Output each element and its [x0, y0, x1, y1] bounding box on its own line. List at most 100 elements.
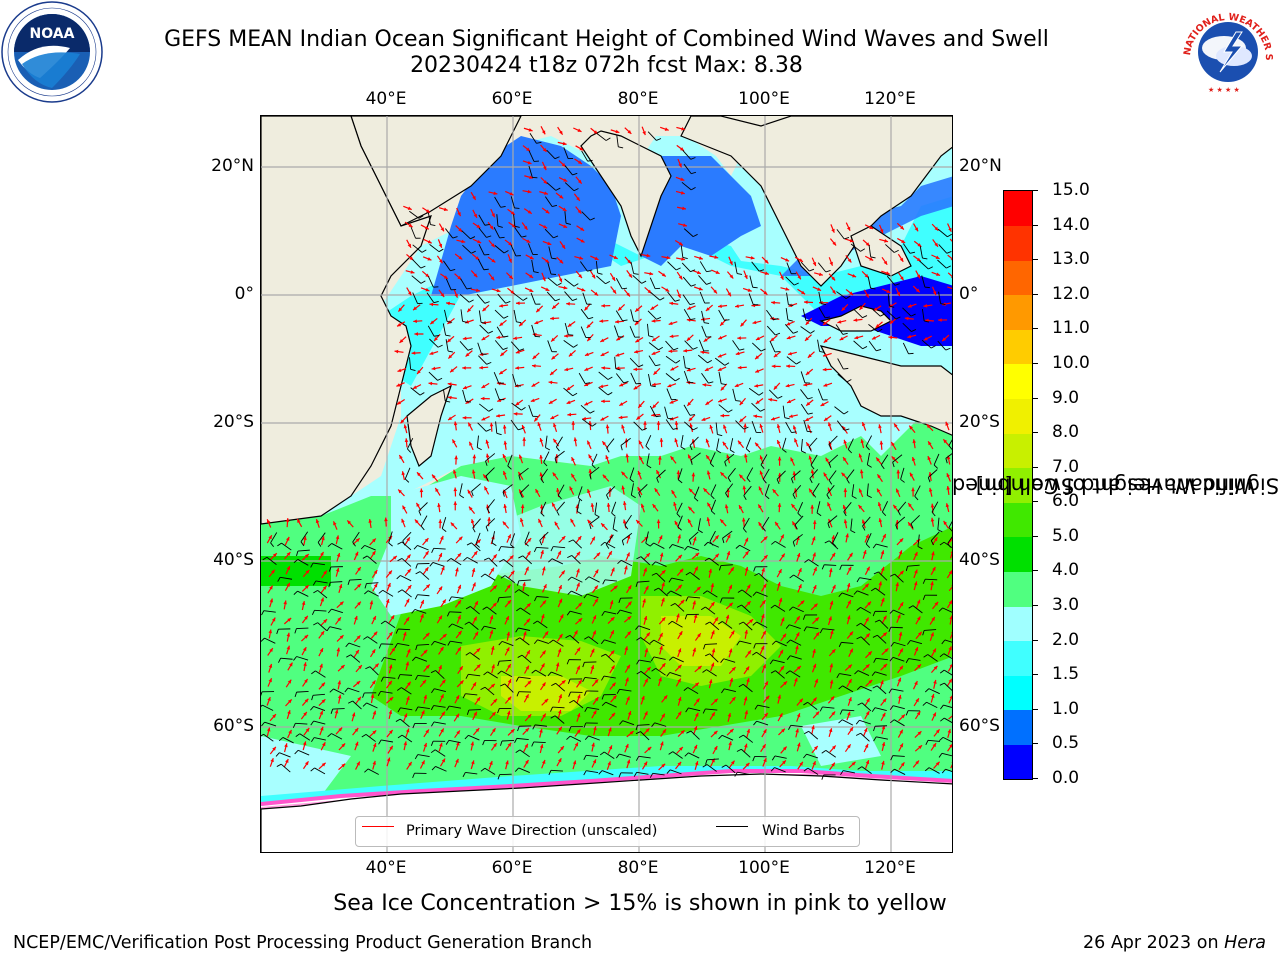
wind-barb-flag [930, 540, 934, 546]
wave-direction-arrowhead [320, 726, 324, 731]
wind-barb-staff [706, 758, 719, 761]
wave-direction-arrowhead [681, 257, 686, 261]
wind-barb-flag [394, 643, 398, 648]
wave-direction-arrowhead [791, 503, 796, 508]
wave-direction-arrowhead [678, 241, 683, 246]
wind-barb-flag [939, 541, 945, 546]
wind-barb-flag [677, 526, 682, 531]
wind-barb-staff [865, 435, 873, 447]
wave-direction-arrowhead [942, 337, 947, 342]
wave-direction-arrowhead [392, 555, 397, 560]
wind-barb-flag [584, 576, 590, 581]
wind-barb-staff [296, 656, 309, 661]
wave-direction-arrowhead [482, 307, 487, 312]
wave-direction-arrowhead [785, 383, 790, 388]
wave-direction-arrowhead [455, 695, 460, 700]
wave-direction-arrowhead [899, 257, 904, 262]
wind-barb-flag [364, 583, 367, 589]
wave-direction-arrowhead [471, 760, 475, 765]
wave-direction-arrowhead [681, 127, 686, 131]
wave-direction-arrowhead [480, 396, 485, 401]
wave-direction-arrowhead [817, 287, 822, 291]
wind-barb-flag [770, 670, 776, 674]
wind-barb-staff [670, 769, 682, 775]
wave-direction-arrowhead [508, 241, 513, 246]
wave-direction-arrowhead [405, 617, 410, 622]
wave-direction-arrowhead [529, 175, 534, 179]
wind-barb-staff [927, 469, 938, 478]
wave-direction-arrowhead [644, 648, 649, 653]
lat-tick-left-60s: 60°S [213, 716, 254, 736]
wind-barb-staff [649, 405, 657, 417]
colorbar-title-line2: Wind Waves and Swell [m] [975, 473, 1256, 498]
wind-barb-flag [364, 590, 369, 595]
wave-direction-arrowhead [286, 566, 290, 571]
wave-direction-arrowhead [882, 632, 887, 637]
wind-barb-flag [828, 479, 833, 485]
wind-barb-flag [293, 590, 298, 595]
wind-barb-staff [518, 579, 531, 582]
wind-barb-staff [476, 435, 479, 448]
wind-barb-flag [924, 320, 930, 323]
wave-direction-arrowhead [571, 473, 575, 478]
wind-barb-flag [430, 740, 434, 746]
wave-direction-arrowhead [808, 455, 813, 460]
wave-direction-arrowhead [542, 682, 546, 687]
wave-direction-arrowhead [739, 505, 743, 510]
wind-barb-staff [412, 292, 418, 304]
wave-direction-arrowhead [928, 487, 933, 492]
wind-barb-flag [801, 450, 807, 454]
colorbar-tick-label: 14.0 [1052, 214, 1090, 235]
wave-direction-arrowhead [384, 517, 388, 522]
wind-barb-flag [914, 495, 919, 501]
wind-barb-flag [793, 331, 799, 334]
wind-barb-staff [564, 322, 569, 335]
wave-direction-arrowhead [728, 741, 732, 746]
wave-direction-arrowhead [272, 553, 277, 557]
wave-direction-arrowhead [414, 332, 418, 336]
wave-direction-arrowhead [618, 415, 623, 420]
wind-barb-flag [566, 659, 570, 665]
wind-barb-flag [690, 269, 696, 273]
wave-direction-arrowhead [559, 194, 564, 199]
wave-direction-arrowhead [932, 648, 936, 653]
wave-direction-arrowhead [319, 663, 323, 668]
wave-direction-arrowhead [658, 455, 662, 460]
wave-direction-arrowhead [706, 470, 711, 475]
wave-direction-arrowhead [420, 613, 424, 618]
wave-direction-arrowhead [619, 382, 624, 387]
wind-barb-staff [591, 453, 598, 465]
wave-direction-arrowhead [457, 647, 461, 652]
wave-direction-arrowhead [490, 243, 495, 248]
wind-barb-flag [362, 702, 367, 707]
wind-barb-flag [420, 525, 425, 531]
wave-direction-arrowhead [271, 617, 276, 622]
wave-direction-arrowhead [563, 178, 568, 182]
wind-barb-flag [905, 658, 910, 664]
wind-barb-flag [463, 557, 468, 561]
wave-direction-arrowhead [907, 334, 912, 339]
wave-direction-arrowhead [543, 224, 548, 229]
wind-barb-flag [607, 392, 613, 396]
wind-barb-flag [785, 624, 790, 629]
wave-direction-arrowhead [687, 306, 692, 310]
wave-direction-arrowhead [645, 728, 650, 733]
wind-barb-staff [606, 438, 615, 449]
wave-direction-arrowhead [738, 440, 742, 445]
wave-direction-arrowhead [849, 552, 853, 557]
wind-barb-flag [261, 704, 263, 708]
wave-direction-arrow [947, 538, 952, 545]
wind-barb-staff [419, 571, 430, 580]
wave-direction-arrowhead [800, 600, 805, 605]
wave-direction-arrowhead [470, 519, 475, 524]
wind-barb-flag [865, 445, 870, 451]
colorbar-tick-label: 5.0 [1052, 525, 1080, 546]
footer-host: Hera [1224, 933, 1266, 953]
wave-direction-arrowhead [897, 614, 901, 619]
wind-barb-staff [518, 676, 531, 679]
wind-barb-staff [816, 501, 821, 514]
wave-direction-arrowhead [934, 226, 939, 231]
wind-barb-staff [263, 733, 274, 742]
wave-direction-arrowhead [287, 679, 292, 684]
wind-barb-staff [739, 640, 752, 645]
